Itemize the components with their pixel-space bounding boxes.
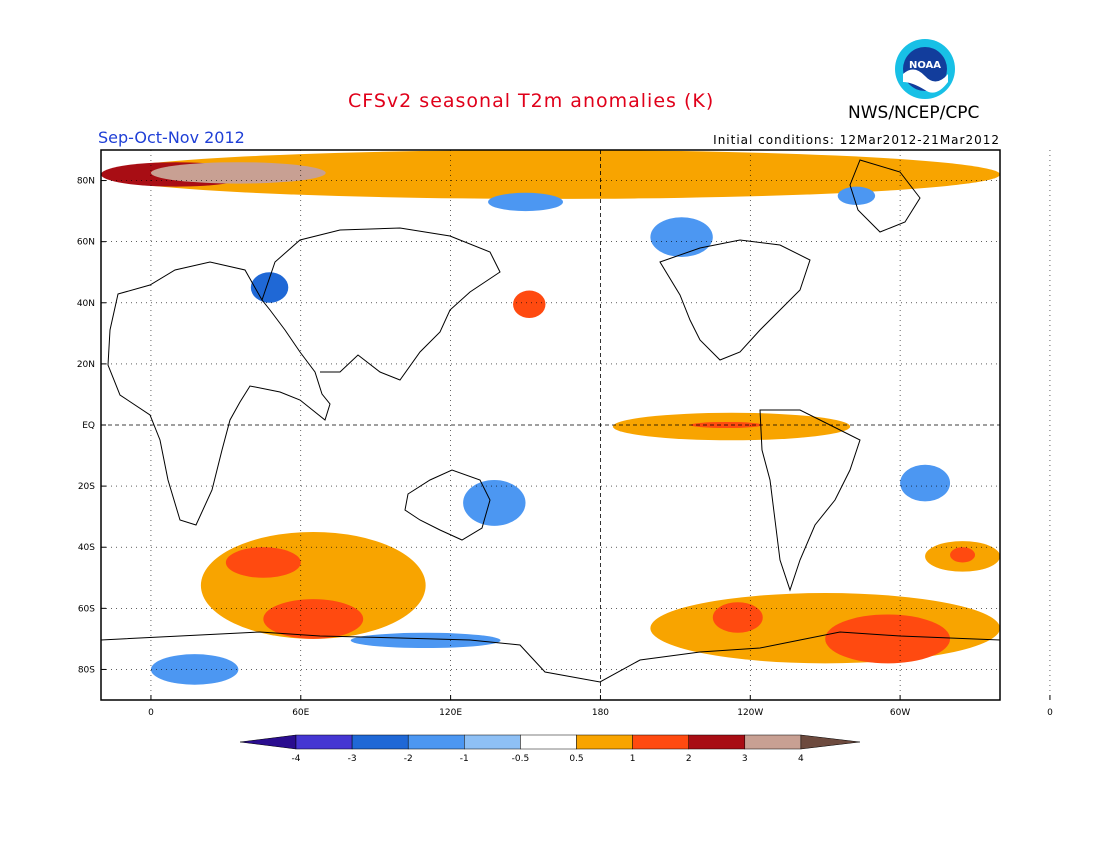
anomaly-region-south-atlantic-warm-core bbox=[950, 547, 976, 563]
anomaly-region-south-indian-ocean-warm-core-1 bbox=[225, 547, 301, 578]
anomaly-region-barents-kara-warm-core bbox=[150, 162, 326, 184]
colorbar-swatch bbox=[744, 734, 802, 750]
anomaly-regions bbox=[101, 150, 1000, 685]
gridlines bbox=[101, 150, 1051, 700]
colorbar-lower-triangle bbox=[239, 734, 297, 750]
map-frame bbox=[100, 149, 1001, 701]
north-america-coast bbox=[659, 239, 811, 361]
lat-label: 80S bbox=[78, 665, 95, 675]
south-america-coast bbox=[759, 409, 861, 592]
lon-label: 60W bbox=[890, 708, 910, 718]
asia-coast bbox=[261, 227, 501, 381]
lon-label: 180 bbox=[592, 708, 609, 718]
anomaly-region-australia-cool bbox=[463, 480, 526, 526]
lat-label: 60N bbox=[77, 238, 95, 248]
colorbar-label: 4 bbox=[798, 754, 804, 764]
organization-label: NWS/NCEP/CPC bbox=[848, 103, 980, 123]
colorbar-label: -1 bbox=[460, 754, 469, 764]
anomaly-region-south-pacific-warm bbox=[650, 593, 1000, 664]
colorbar-swatch bbox=[407, 734, 465, 750]
greenland-coast bbox=[849, 159, 921, 233]
colorbar-label: 1 bbox=[630, 754, 636, 764]
anomaly-region-south-indian-ocean-warm-core-2 bbox=[263, 599, 364, 639]
lon-label: 60E bbox=[292, 708, 309, 718]
colorbar-swatch bbox=[520, 734, 577, 750]
lat-label: 80N bbox=[77, 177, 95, 187]
lat-label: 40S bbox=[78, 543, 95, 553]
colorbar-label: -0.5 bbox=[512, 754, 530, 764]
lon-label: 0 bbox=[148, 708, 154, 718]
svg-text:NOAA: NOAA bbox=[909, 60, 941, 71]
colorbar-swatch bbox=[351, 734, 409, 750]
chart-title: CFSv2 seasonal T2m anomalies (K) bbox=[348, 90, 715, 112]
anomaly-region-brazil-cool bbox=[900, 464, 951, 502]
colorbar-label: -3 bbox=[348, 754, 357, 764]
australia-coast bbox=[404, 469, 491, 541]
anomaly-region-amundsen-sea-warm-core bbox=[712, 602, 763, 633]
colorbar-label: -2 bbox=[404, 754, 413, 764]
colorbar-swatch bbox=[688, 734, 746, 750]
colorbar-label: -4 bbox=[292, 754, 301, 764]
colorbar-swatch bbox=[295, 734, 353, 750]
antarctica-coast bbox=[101, 631, 1000, 683]
anomaly-region-southern-ocean-cool bbox=[350, 632, 501, 649]
anomaly-region-weddell-warm-core bbox=[825, 614, 951, 664]
colorbar-swatch bbox=[576, 734, 633, 750]
lat-label: 40N bbox=[77, 299, 95, 309]
season-label: Sep-Oct-Nov 2012 bbox=[98, 128, 245, 147]
colorbar-swatch bbox=[632, 734, 689, 750]
colorbar: -4 -3 -2 -1 -0.5 0.5 1 2 3 4 bbox=[239, 734, 861, 764]
anomaly-region-arctic-warm-band bbox=[101, 150, 1000, 199]
colorbar-label: 2 bbox=[686, 754, 692, 764]
lat-label: 20S bbox=[78, 482, 95, 492]
lat-label: 20N bbox=[77, 360, 95, 370]
lat-label: EQ bbox=[82, 421, 95, 431]
coastlines bbox=[101, 159, 1000, 683]
lon-label: 120W bbox=[737, 708, 763, 718]
initial-conditions-label: Initial conditions: 12Mar2012-21Mar2012 bbox=[713, 133, 1000, 147]
anomaly-region-canadian-archipelago-cool bbox=[837, 186, 876, 205]
africa-eurasia-west-coast bbox=[107, 261, 331, 526]
lon-label: 0 bbox=[1047, 708, 1053, 718]
longitude-labels: 0 60E 120E 180 120W 60W 0 bbox=[148, 708, 1053, 718]
colorbar-label: 3 bbox=[742, 754, 748, 764]
latitude-labels: 80N 60N 40N 20N EQ 20S 40S 60S 80S bbox=[77, 177, 95, 676]
lon-label: 120E bbox=[439, 708, 462, 718]
anomaly-region-japan-warm bbox=[513, 290, 546, 319]
colorbar-swatch bbox=[464, 734, 521, 750]
colorbar-upper-triangle bbox=[800, 734, 861, 750]
anomaly-region-caspian-cool bbox=[250, 272, 289, 303]
anomaly-region-antarctica-cool bbox=[150, 654, 239, 685]
anomaly-region-east-siberian-cool bbox=[488, 192, 563, 212]
lat-label: 60S bbox=[78, 604, 95, 614]
colorbar-label: 0.5 bbox=[569, 754, 583, 764]
noaa-logo-icon: NOAA bbox=[895, 39, 955, 99]
anomaly-region-alaska-cool bbox=[650, 217, 713, 257]
